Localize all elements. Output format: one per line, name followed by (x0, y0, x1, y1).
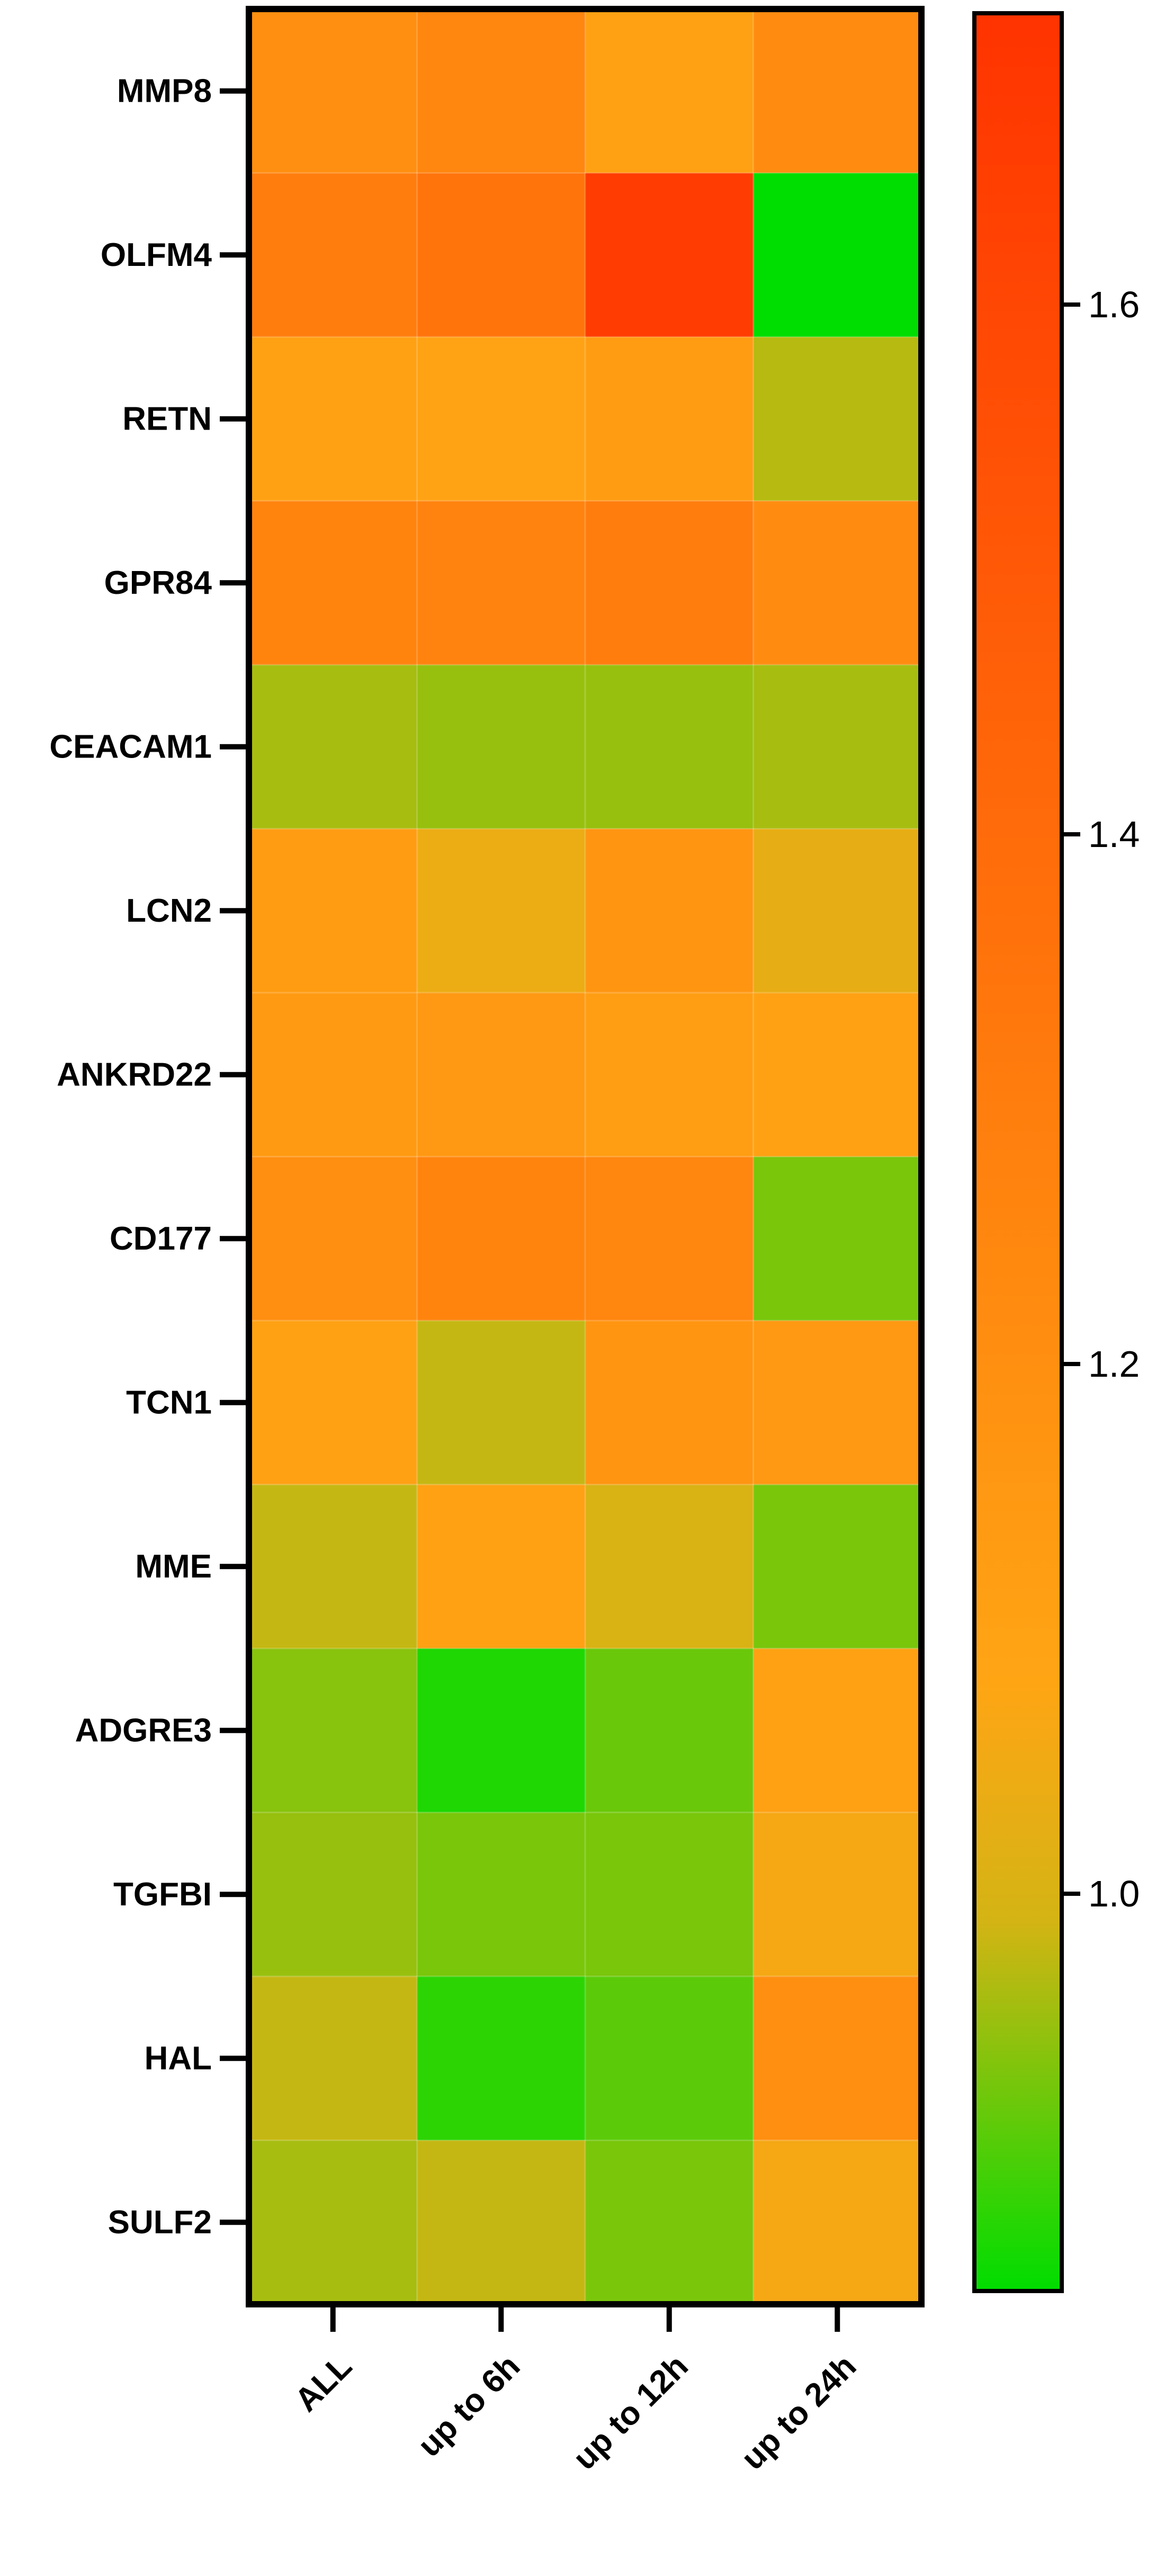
colorbar (972, 11, 1064, 2293)
heatmap-cell (249, 828, 417, 993)
heatmap-cell (753, 337, 922, 501)
heatmap-cell (585, 828, 754, 993)
heatmap-cell (249, 1812, 417, 1977)
heatmap-cell (249, 501, 417, 665)
heatmap-cell (753, 1321, 922, 1485)
heatmap-cell (249, 1976, 417, 2141)
plot-frame (246, 6, 925, 2307)
heatmap-cell (417, 665, 586, 829)
heatmap-cell (753, 1156, 922, 1321)
heatmap-cell (249, 993, 417, 1157)
heatmap-grid (249, 9, 921, 2304)
heatmap-cell (417, 1648, 586, 1813)
row-label: ANKRD22 (57, 1056, 212, 1093)
heatmap-cell (753, 501, 922, 665)
row-label: OLFM4 (101, 237, 212, 273)
heatmap-cell (585, 1156, 754, 1321)
column-label: up to 12h (566, 2348, 695, 2477)
heatmap-cell (249, 1321, 417, 1485)
heatmap-cell (249, 1484, 417, 1649)
column-label: up to 24h (734, 2348, 864, 2477)
colorbar-tick-label: 1.4 (1088, 814, 1140, 855)
heatmap-cell (417, 1976, 586, 2141)
row-label: CEACAM1 (49, 728, 212, 765)
heatmap-cell (753, 993, 922, 1157)
colorbar-axis: 1.0 1.2 1.4 1.6 (1062, 284, 1140, 1914)
heatmap-cell (753, 1648, 922, 1813)
row-label: LCN2 (126, 893, 212, 929)
heatmap-cell (417, 828, 586, 993)
colorbar-tick-label: 1.6 (1088, 284, 1140, 325)
heatmap-cell (585, 501, 754, 665)
heatmap-cell (585, 2140, 754, 2305)
heatmap-cell (753, 1484, 922, 1649)
heatmap-cell (753, 2140, 922, 2305)
heatmap-cell (585, 1812, 754, 1977)
heatmap-cell (417, 1156, 586, 1321)
row-label: HAL (145, 2040, 212, 2076)
heatmap-cell (753, 828, 922, 993)
heatmap-cell (417, 1321, 586, 1485)
column-axis: ALL up to 6h up to 12h up to 24h (288, 2304, 864, 2477)
heatmap-cell (585, 1321, 754, 1485)
row-label: GPR84 (104, 565, 212, 601)
heatmap-cell (417, 2140, 586, 2305)
heatmap-cell (585, 1648, 754, 1813)
heatmap-cell (585, 9, 754, 173)
heatmap-cell (249, 665, 417, 829)
column-label: up to 6h (411, 2348, 527, 2464)
colorbar-tick-label: 1.2 (1088, 1343, 1140, 1385)
heatmap-cell (249, 2140, 417, 2305)
heatmap-cell (417, 1812, 586, 1977)
heatmap-cell (753, 1976, 922, 2141)
heatmap-cell (249, 173, 417, 337)
row-label: MMP8 (117, 73, 212, 109)
row-axis: MMP8 OLFM4 RETN GPR84 CEACAM1 LCN2 ANKRD22 CD17… (49, 73, 249, 2241)
colorbar-tick-label: 1.0 (1088, 1873, 1140, 1914)
heatmap-cell (249, 1156, 417, 1321)
row-label: TGFBI (113, 1876, 212, 1913)
heatmap-cell (417, 173, 586, 337)
heatmap-cell (585, 1976, 754, 2141)
row-label: CD177 (110, 1220, 212, 1257)
heatmap-cell (585, 665, 754, 829)
row-label: TCN1 (126, 1384, 212, 1421)
heatmap-cell (585, 173, 754, 337)
row-label: ADGRE3 (75, 1712, 212, 1749)
heatmap-cell (585, 1484, 754, 1649)
heatmap-cell (753, 1812, 922, 1977)
heatmap-cell (753, 173, 922, 337)
heatmap-cell (249, 9, 417, 173)
heatmap-cell (417, 337, 586, 501)
column-label: ALL (288, 2348, 359, 2419)
heatmap-cell (585, 993, 754, 1157)
heatmap-cell (417, 1484, 586, 1649)
heatmap-cell (417, 9, 586, 173)
row-label: SULF2 (108, 2204, 212, 2241)
row-label: RETN (122, 400, 212, 437)
heatmap-cell (249, 337, 417, 501)
heatmap-cell (417, 993, 586, 1157)
heatmap-cell (585, 337, 754, 501)
row-label: MME (135, 1548, 212, 1585)
heatmap-cells (249, 9, 922, 2305)
heatmap-cell (753, 665, 922, 829)
heatmap-cell (249, 1648, 417, 1813)
heatmap-cell (417, 501, 586, 665)
heatmap-cell (753, 9, 922, 173)
